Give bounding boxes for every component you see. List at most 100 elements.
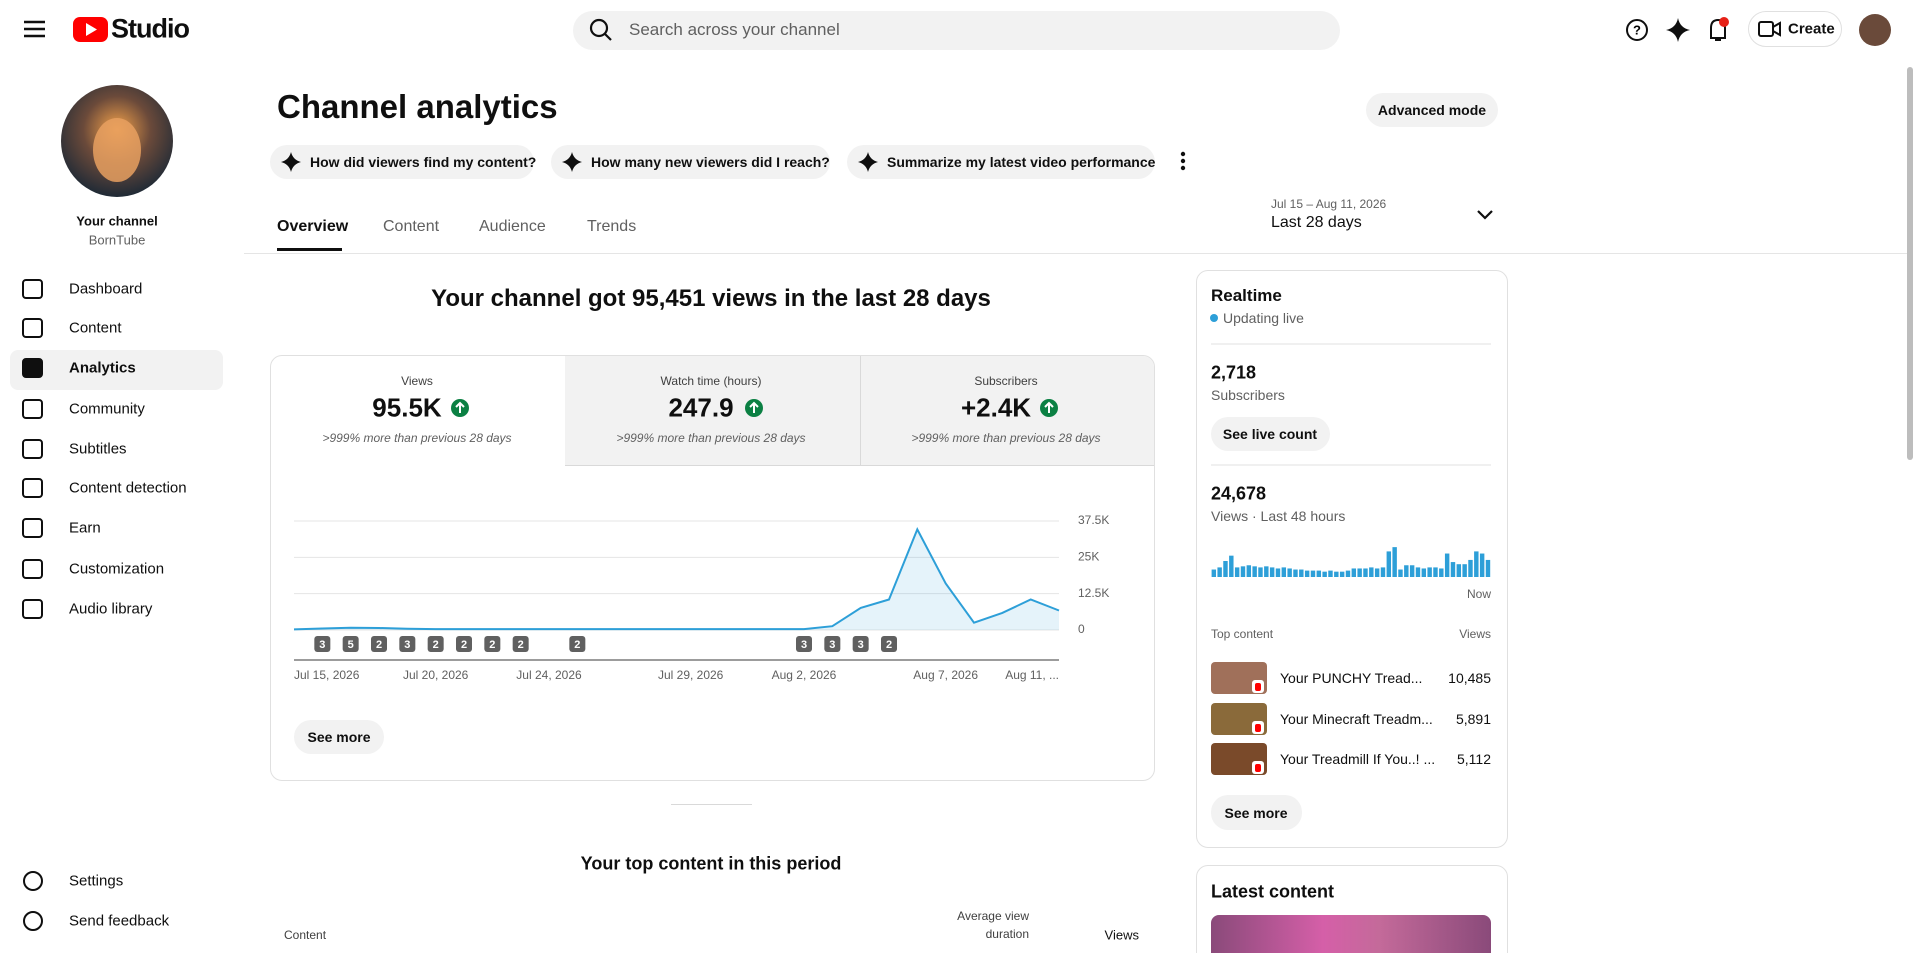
metric-label: Subscribers	[974, 374, 1038, 388]
section-title: Your top content in this period	[580, 853, 842, 874]
logo-text[interactable]: Studio	[111, 13, 190, 44]
top-content-views: 5,891	[1455, 711, 1491, 727]
metric-value: 95.5K	[372, 392, 442, 423]
column-header: Average view duration	[957, 909, 1029, 941]
subscriber-count: 2,718	[1211, 362, 1257, 383]
chip[interactable]	[551, 145, 830, 179]
date-dropdown-chevron[interactable]	[1477, 210, 1493, 220]
metric-value: 247.9	[668, 392, 734, 423]
channel-label: Your channel	[76, 213, 158, 229]
shorts-badge	[1252, 721, 1264, 734]
metric-change: >999% more than previous 28 days	[322, 431, 512, 445]
logo-play	[86, 23, 97, 36]
realtime-title: Realtime	[1211, 286, 1282, 305]
ai-icon[interactable]	[1666, 18, 1690, 42]
top-content-title[interactable]: Your Minecraft Treadm...	[1280, 711, 1433, 727]
search-box[interactable]	[573, 11, 1340, 50]
help-icon[interactable]	[1626, 19, 1648, 41]
top-content-title[interactable]: Your PUNCHY Tread...	[1280, 670, 1423, 686]
see-more-button[interactable]	[294, 720, 384, 754]
summary-headline: Your channel got 95,451 views in the las…	[431, 285, 991, 312]
realtime-see-more-button[interactable]	[1211, 795, 1302, 830]
latest-content-title: Latest content	[1211, 881, 1335, 902]
nav-item[interactable]: Dashboard	[69, 280, 143, 298]
create-button[interactable]	[1748, 11, 1842, 47]
chip-label[interactable]: Summarize my latest video performance	[887, 154, 1156, 170]
nav-item[interactable]: Audio library	[69, 600, 153, 618]
scrollbar	[1907, 67, 1913, 460]
more-options[interactable]	[1180, 151, 1186, 171]
see-live-count-button[interactable]	[1211, 417, 1330, 451]
top-content-views-header: Views	[1459, 627, 1491, 641]
realtime-status: Updating live	[1223, 310, 1304, 326]
advanced-mode-label[interactable]: Advanced mode	[1377, 102, 1487, 118]
advanced-mode-button[interactable]	[1366, 93, 1498, 127]
nav-item[interactable]: Earn	[69, 519, 101, 537]
realtime-now: Now	[1466, 587, 1491, 601]
nav-icon	[22, 318, 43, 338]
nav-icon	[22, 518, 43, 538]
nav-item[interactable]: Customization	[69, 560, 165, 578]
chip[interactable]	[270, 145, 534, 179]
nav-item[interactable]: Send feedback	[69, 912, 170, 930]
create-label[interactable]: Create	[1788, 20, 1835, 38]
metric-label: Views	[401, 374, 433, 388]
section-divider	[671, 804, 752, 805]
realtime-views-label: Views · Last 48 hours	[1211, 508, 1346, 524]
nav-icon	[23, 871, 43, 891]
nav-item[interactable]: Community	[69, 400, 145, 418]
channel-name: BornTube	[88, 232, 146, 248]
chip-label[interactable]: How did viewers find my content?	[310, 154, 537, 170]
date-range: Jul 15 – Aug 11, 2026	[1271, 197, 1387, 211]
avatar-egg	[93, 118, 141, 182]
column-header: Content	[284, 928, 327, 942]
tab[interactable]: Trends	[587, 218, 637, 235]
channel-avatar[interactable]	[61, 85, 173, 197]
shorts-badge	[1252, 761, 1264, 774]
shorts-badge	[1252, 680, 1264, 693]
bell-icon[interactable]	[1710, 18, 1726, 41]
nav-icon	[22, 439, 43, 459]
column-header: Views	[1104, 927, 1139, 943]
metric-tab-bottom	[565, 465, 1154, 466]
metric-change: >999% more than previous 28 days	[911, 431, 1101, 445]
logo-icon[interactable]	[73, 17, 108, 42]
account-avatar[interactable]	[1859, 14, 1891, 46]
tabs-divider	[244, 253, 1913, 254]
see-live-count-label[interactable]: See live count	[1222, 426, 1318, 442]
page-title: Channel analytics	[277, 88, 558, 125]
nav-item[interactable]: Content detection	[69, 479, 187, 497]
nav-item[interactable]: Subtitles	[69, 440, 127, 458]
metric-label: Watch time (hours)	[660, 374, 762, 388]
see-more-label[interactable]: See more	[307, 729, 371, 745]
top-content-label: Top content	[1211, 627, 1274, 641]
tab[interactable]: Audience	[479, 218, 546, 235]
top-content-views: 10,485	[1448, 670, 1491, 686]
metric-change: >999% more than previous 28 days	[616, 431, 806, 445]
chip-label[interactable]: How many new viewers did I reach?	[591, 154, 830, 170]
metric-tab-divider	[860, 356, 861, 466]
search-placeholder[interactable]: Search across your channel	[629, 20, 840, 39]
nav-icon	[22, 478, 43, 498]
tab[interactable]: Overview	[277, 218, 349, 235]
nav-icon	[22, 399, 43, 419]
top-content-title[interactable]: Your Treadmill If You..! ...	[1280, 751, 1436, 767]
nav-active-bg	[10, 350, 223, 390]
nav-item[interactable]: Analytics	[69, 359, 136, 377]
period-selector[interactable]: Last 28 days	[1271, 214, 1362, 231]
nav-icon	[22, 599, 43, 619]
realtime-see-more-label[interactable]: See more	[1224, 805, 1288, 821]
latest-thumbnail[interactable]	[1211, 915, 1491, 953]
help-glyph: ?	[1633, 22, 1641, 37]
subscriber-label: Subscribers	[1211, 387, 1285, 403]
nav-item[interactable]: Settings	[69, 872, 124, 890]
realtime-views: 24,678	[1211, 483, 1267, 504]
chip[interactable]	[847, 145, 1155, 179]
tab[interactable]: Content	[383, 218, 440, 235]
menu-icon[interactable]	[24, 20, 45, 38]
metric-value: +2.4K	[960, 392, 1032, 423]
nav-item[interactable]: Content	[69, 319, 122, 337]
notification-dot	[1719, 17, 1729, 27]
